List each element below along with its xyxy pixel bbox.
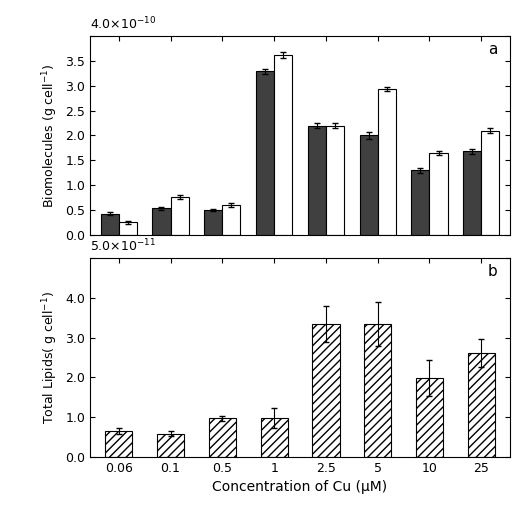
Bar [481,130,499,235]
Bar [209,418,236,457]
Bar [204,210,222,235]
Bar [261,418,288,457]
Bar [256,71,274,235]
X-axis label: Concentration of Cu (μM): Concentration of Cu (μM) [212,480,388,494]
Text: a: a [488,42,497,57]
Y-axis label: Total Lipids( g cell$^{-1}$): Total Lipids( g cell$^{-1}$) [40,291,60,424]
Bar [157,434,184,457]
Bar [105,431,132,457]
Bar [430,153,448,235]
Bar [222,205,241,235]
Bar [308,126,326,235]
Text: b: b [487,264,497,279]
Bar [378,89,396,235]
Y-axis label: Biomolecules (g cell$^{-1}$): Biomolecules (g cell$^{-1}$) [40,63,60,208]
Bar [326,126,344,235]
Bar [101,214,119,235]
Bar [468,353,495,457]
Bar [312,324,339,457]
Bar [119,222,137,235]
Bar [274,55,292,235]
Bar [416,378,443,457]
Bar [359,135,378,235]
Text: 4.0×10$^{-10}$: 4.0×10$^{-10}$ [90,16,157,32]
Bar [463,152,481,235]
Bar [412,170,430,235]
Text: 5.0×10$^{-11}$: 5.0×10$^{-11}$ [90,238,156,254]
Bar [170,197,189,235]
Bar [364,324,391,457]
Bar [152,208,170,235]
